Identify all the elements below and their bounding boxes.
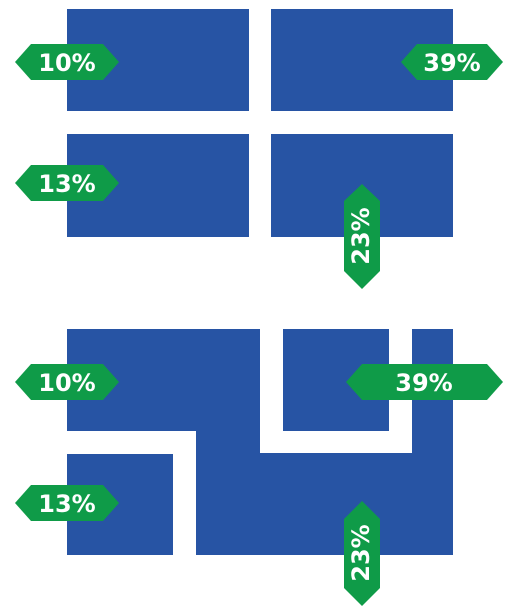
bottom-diagram-label-top-left: 10% xyxy=(15,364,119,400)
bottom-diagram-label-top-left-tag xyxy=(15,364,119,400)
top-diagram-label-top-left-tag xyxy=(15,44,119,80)
bottom-diagram-label-top-right: 39% xyxy=(346,364,503,400)
top-diagram-label-bottom-left-text: 13% xyxy=(38,170,95,198)
top-diagram: 10% 39% 13% 23% xyxy=(15,9,503,289)
top-diagram-label-top-left: 10% xyxy=(15,44,119,80)
top-diagram-label-top-left-text: 10% xyxy=(38,49,95,77)
bottom-diagram-label-bottom-right-tag xyxy=(344,501,380,606)
top-diagram-label-bottom-left: 13% xyxy=(15,165,119,201)
top-diagram-label-bottom-left-tag xyxy=(15,165,119,201)
bottom-diagram-label-bottom-right-text: 23% xyxy=(347,524,375,581)
bottom-diagram-label-top-right-tag xyxy=(346,364,503,400)
bottom-diagram-label-bottom-left: 13% xyxy=(15,485,119,521)
bottom-diagram-label-bottom-left-text: 13% xyxy=(38,490,95,518)
bottom-diagram-main-block xyxy=(67,329,453,555)
bottom-diagram-label-top-left-text: 10% xyxy=(38,369,95,397)
top-diagram-label-bottom-right: 23% xyxy=(344,184,380,289)
bottom-diagram-label-bottom-right: 23% xyxy=(344,501,380,606)
top-diagram-label-bottom-right-tag xyxy=(344,184,380,289)
bottom-diagram-label-bottom-left-tag xyxy=(15,485,119,521)
top-diagram-label-top-right: 39% xyxy=(401,44,503,80)
top-diagram-label-top-right-tag xyxy=(401,44,503,80)
top-diagram-label-top-right-text: 39% xyxy=(423,49,480,77)
bottom-diagram: 10% 39% 13% 23% xyxy=(15,329,503,606)
bottom-diagram-label-top-right-text: 39% xyxy=(395,369,452,397)
top-diagram-label-bottom-right-text: 23% xyxy=(347,207,375,264)
